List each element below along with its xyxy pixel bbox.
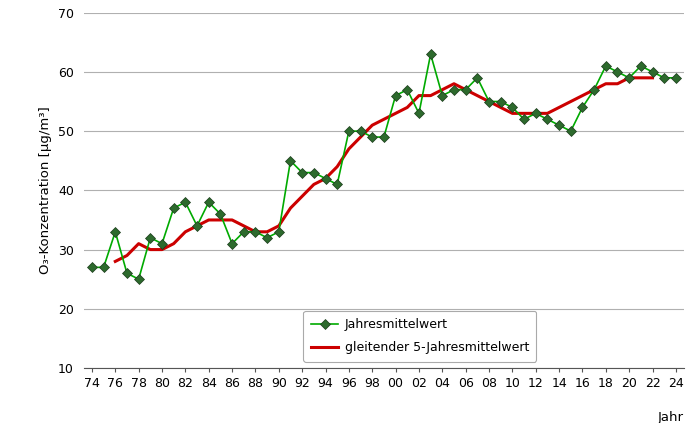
Jahresmittelwert <box>426 52 435 57</box>
Jahresmittelwert <box>496 99 505 104</box>
gleitender 5-Jahresmittelwert <box>111 259 119 264</box>
gleitender 5-Jahresmittelwert <box>473 93 482 98</box>
gleitender 5-Jahresmittelwert <box>298 194 306 199</box>
gleitender 5-Jahresmittelwert <box>426 93 435 98</box>
gleitender 5-Jahresmittelwert <box>543 111 551 116</box>
Jahresmittelwert <box>274 229 283 234</box>
gleitender 5-Jahresmittelwert <box>602 81 610 86</box>
gleitender 5-Jahresmittelwert <box>333 164 341 169</box>
gleitender 5-Jahresmittelwert <box>578 93 586 98</box>
gleitender 5-Jahresmittelwert <box>170 241 178 246</box>
gleitender 5-Jahresmittelwert <box>205 217 213 222</box>
gleitender 5-Jahresmittelwert <box>555 105 563 110</box>
gleitender 5-Jahresmittelwert <box>461 87 470 92</box>
Line: gleitender 5-Jahresmittelwert: gleitender 5-Jahresmittelwert <box>115 78 653 261</box>
gleitender 5-Jahresmittelwert <box>158 247 166 252</box>
Line: Jahresmittelwert: Jahresmittelwert <box>89 51 679 283</box>
Jahresmittelwert <box>286 158 295 163</box>
Jahresmittelwert <box>88 265 96 270</box>
gleitender 5-Jahresmittelwert <box>345 146 353 151</box>
gleitender 5-Jahresmittelwert <box>181 229 190 234</box>
gleitender 5-Jahresmittelwert <box>228 217 236 222</box>
gleitender 5-Jahresmittelwert <box>532 111 540 116</box>
gleitender 5-Jahresmittelwert <box>403 105 411 110</box>
gleitender 5-Jahresmittelwert <box>614 81 622 86</box>
gleitender 5-Jahresmittelwert <box>368 123 376 128</box>
gleitender 5-Jahresmittelwert <box>648 75 657 80</box>
gleitender 5-Jahresmittelwert <box>193 223 201 228</box>
gleitender 5-Jahresmittelwert <box>625 75 633 80</box>
Jahresmittelwert <box>532 111 540 116</box>
gleitender 5-Jahresmittelwert <box>450 81 458 86</box>
Text: Jahr: Jahr <box>658 411 684 423</box>
gleitender 5-Jahresmittelwert <box>357 135 365 140</box>
Jahresmittelwert <box>671 75 680 80</box>
Jahresmittelwert <box>135 277 143 282</box>
gleitender 5-Jahresmittelwert <box>392 111 400 116</box>
gleitender 5-Jahresmittelwert <box>321 176 329 181</box>
gleitender 5-Jahresmittelwert <box>567 99 575 104</box>
gleitender 5-Jahresmittelwert <box>485 99 493 104</box>
gleitender 5-Jahresmittelwert <box>216 217 225 222</box>
gleitender 5-Jahresmittelwert <box>508 111 517 116</box>
gleitender 5-Jahresmittelwert <box>286 206 295 211</box>
gleitender 5-Jahresmittelwert <box>415 93 423 98</box>
gleitender 5-Jahresmittelwert <box>123 253 131 258</box>
gleitender 5-Jahresmittelwert <box>274 223 283 228</box>
gleitender 5-Jahresmittelwert <box>590 87 598 92</box>
gleitender 5-Jahresmittelwert <box>146 247 154 252</box>
gleitender 5-Jahresmittelwert <box>380 117 388 122</box>
gleitender 5-Jahresmittelwert <box>496 105 505 110</box>
gleitender 5-Jahresmittelwert <box>310 182 318 187</box>
gleitender 5-Jahresmittelwert <box>637 75 645 80</box>
gleitender 5-Jahresmittelwert <box>239 223 248 228</box>
gleitender 5-Jahresmittelwert <box>251 229 260 234</box>
gleitender 5-Jahresmittelwert <box>438 87 447 92</box>
gleitender 5-Jahresmittelwert <box>263 229 272 234</box>
Jahresmittelwert <box>228 241 236 246</box>
Jahresmittelwert <box>660 75 669 80</box>
gleitender 5-Jahresmittelwert <box>135 241 143 246</box>
gleitender 5-Jahresmittelwert <box>520 111 528 116</box>
Legend: Jahresmittelwert, gleitender 5-Jahresmittelwert: Jahresmittelwert, gleitender 5-Jahresmit… <box>304 311 537 362</box>
Y-axis label: O₃-Konzentration [µg/m³]: O₃-Konzentration [µg/m³] <box>40 107 52 274</box>
